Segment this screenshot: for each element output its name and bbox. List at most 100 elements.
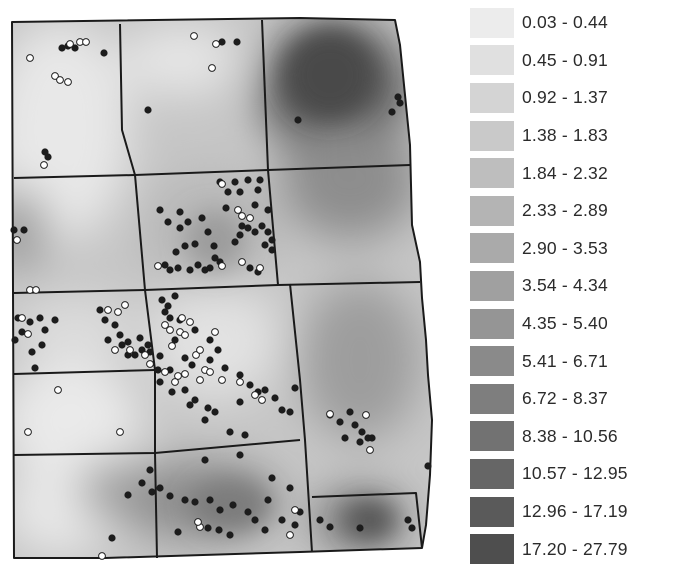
sample-point-dark [294, 116, 302, 124]
sample-point-dark [222, 204, 230, 212]
sample-point-dark [258, 222, 266, 230]
legend-swatch [470, 458, 514, 489]
sample-point-dark [161, 308, 169, 316]
legend-item: 17.20 - 27.79 [470, 530, 675, 568]
sample-point-dark [176, 224, 184, 232]
boundary-line [13, 369, 156, 375]
sample-point-light [218, 262, 226, 270]
sample-point-dark [244, 176, 252, 184]
sample-point-dark [251, 201, 259, 209]
sample-point-dark [108, 534, 116, 542]
sample-point-light [178, 314, 186, 322]
sample-point-light [24, 428, 32, 436]
sample-point-dark [204, 524, 212, 532]
sample-point-light [54, 386, 62, 394]
boundary-line [13, 164, 411, 179]
sample-point-dark [191, 498, 199, 506]
legend-swatch [470, 233, 514, 264]
legend-item: 6.72 - 8.37 [470, 380, 675, 418]
boundary-line [154, 452, 158, 559]
sample-point-light [218, 180, 226, 188]
surface-light-sw [12, 360, 140, 480]
legend-item: 12.96 - 17.19 [470, 493, 675, 531]
legend-label: 1.84 - 2.32 [522, 162, 608, 183]
sample-point-dark [254, 186, 262, 194]
sample-point-dark [268, 236, 276, 244]
sample-point-dark [236, 231, 244, 239]
sample-point-dark [38, 341, 46, 349]
sample-point-light [236, 378, 244, 386]
legend-swatch [470, 195, 514, 226]
sample-point-dark [286, 484, 294, 492]
sample-point-dark [356, 438, 364, 446]
sample-point-dark [101, 316, 109, 324]
sample-point-light [141, 351, 149, 359]
sample-point-dark [404, 516, 412, 524]
sample-point-dark [278, 406, 286, 414]
sample-point-dark [174, 264, 182, 272]
sample-point-dark [41, 326, 49, 334]
sample-point-dark [236, 451, 244, 459]
surface-mid-s2 [80, 460, 140, 520]
county-boundaries [11, 17, 433, 559]
surface-darkest-ne [285, 30, 375, 120]
sample-point-dark [156, 206, 164, 214]
sample-point-dark [204, 404, 212, 412]
sample-point-light [181, 331, 189, 339]
surface-dark-e [280, 120, 420, 240]
sample-point-light [171, 378, 179, 386]
sample-point-dark [191, 240, 199, 248]
sample-point-dark [164, 302, 172, 310]
sample-point-dark [96, 306, 104, 314]
legend-label: 0.03 - 0.44 [522, 12, 608, 33]
legend-swatch [470, 270, 514, 301]
legend-item: 8.38 - 10.56 [470, 418, 675, 456]
boundary-line [289, 283, 313, 553]
sample-point-dark [161, 261, 169, 269]
sample-point-light [190, 32, 198, 40]
sample-point-dark [26, 318, 34, 326]
sample-point-light [104, 306, 112, 314]
sample-point-dark [278, 516, 286, 524]
legend-item: 2.33 - 2.89 [470, 192, 675, 230]
map-panel [10, 17, 433, 560]
sample-point-light [166, 326, 174, 334]
legend-label: 10.57 - 12.95 [522, 463, 628, 484]
legend-label: 0.45 - 0.91 [522, 49, 608, 70]
sample-point-dark [188, 361, 196, 369]
sample-point-dark [238, 222, 246, 230]
sample-point-dark [388, 108, 396, 116]
sample-point-dark [229, 501, 237, 509]
sample-point-dark [251, 516, 259, 524]
sample-point-dark [268, 474, 276, 482]
sample-point-dark [206, 356, 214, 364]
sample-point-light [116, 428, 124, 436]
sample-point-dark [236, 188, 244, 196]
sample-point-dark [316, 516, 324, 524]
sample-point-light [40, 161, 48, 169]
sample-point-dark [148, 488, 156, 496]
legend-item: 4.35 - 5.40 [470, 305, 675, 343]
sample-point-dark [268, 246, 276, 254]
sample-point-dark [171, 292, 179, 300]
sample-point-light [82, 38, 90, 46]
sample-point-dark [156, 484, 164, 492]
sample-point-dark [261, 526, 269, 534]
sample-point-light [174, 372, 182, 380]
sample-point-dark [246, 264, 254, 272]
legend-swatch [470, 7, 514, 38]
sample-point-dark [104, 336, 112, 344]
sample-point-dark [146, 466, 154, 474]
sample-point-dark [172, 248, 180, 256]
sample-point-dark [206, 496, 214, 504]
sample-point-dark [166, 266, 174, 274]
sample-point-dark [118, 341, 126, 349]
sample-point-light [56, 76, 64, 84]
surface-mid-east [300, 280, 420, 440]
surface-light-west [12, 20, 130, 240]
legend-item: 3.54 - 4.34 [470, 267, 675, 305]
sample-point-dark [211, 254, 219, 262]
sample-point-dark [136, 334, 144, 342]
sample-point-light [32, 286, 40, 294]
sample-point-dark [408, 524, 416, 532]
